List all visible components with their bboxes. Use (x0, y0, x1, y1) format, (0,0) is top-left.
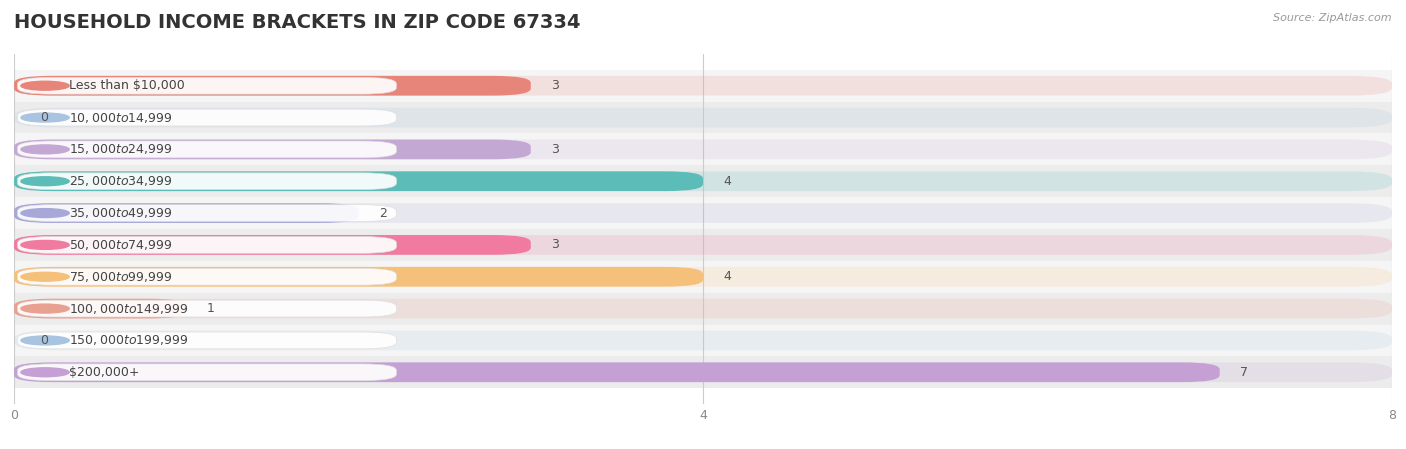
Circle shape (21, 368, 69, 377)
Circle shape (21, 113, 69, 122)
Circle shape (21, 177, 69, 186)
Text: $25,000 to $34,999: $25,000 to $34,999 (69, 174, 173, 188)
Text: $100,000 to $149,999: $100,000 to $149,999 (69, 302, 188, 316)
Bar (14, 70, 1392, 101)
FancyBboxPatch shape (17, 205, 396, 221)
Text: Source: ZipAtlas.com: Source: ZipAtlas.com (1274, 13, 1392, 23)
FancyBboxPatch shape (14, 76, 531, 96)
FancyBboxPatch shape (14, 267, 703, 286)
FancyBboxPatch shape (14, 140, 1392, 159)
Text: $150,000 to $199,999: $150,000 to $199,999 (69, 334, 188, 348)
FancyBboxPatch shape (14, 299, 1392, 318)
Text: $75,000 to $99,999: $75,000 to $99,999 (69, 270, 173, 284)
FancyBboxPatch shape (14, 172, 703, 191)
FancyBboxPatch shape (14, 172, 1392, 191)
Text: 0: 0 (39, 334, 48, 347)
FancyBboxPatch shape (17, 269, 396, 285)
Circle shape (21, 336, 69, 345)
Bar (14, 261, 1392, 293)
FancyBboxPatch shape (14, 362, 1219, 382)
FancyBboxPatch shape (14, 203, 359, 223)
Text: 1: 1 (207, 302, 215, 315)
Bar (14, 133, 1392, 165)
Text: $35,000 to $49,999: $35,000 to $49,999 (69, 206, 173, 220)
Circle shape (21, 145, 69, 154)
Bar (14, 165, 1392, 197)
FancyBboxPatch shape (14, 299, 186, 318)
Bar (14, 325, 1392, 357)
FancyBboxPatch shape (17, 109, 396, 126)
Text: $15,000 to $24,999: $15,000 to $24,999 (69, 142, 173, 156)
Circle shape (21, 304, 69, 313)
FancyBboxPatch shape (17, 237, 396, 253)
Bar (14, 357, 1392, 388)
Text: Less than $10,000: Less than $10,000 (69, 79, 186, 92)
Text: 3: 3 (551, 143, 560, 156)
FancyBboxPatch shape (14, 140, 531, 159)
Bar (14, 101, 1392, 133)
Circle shape (21, 81, 69, 90)
FancyBboxPatch shape (17, 300, 396, 317)
Bar (14, 197, 1392, 229)
FancyBboxPatch shape (14, 76, 1392, 96)
Text: HOUSEHOLD INCOME BRACKETS IN ZIP CODE 67334: HOUSEHOLD INCOME BRACKETS IN ZIP CODE 67… (14, 13, 581, 32)
FancyBboxPatch shape (14, 235, 531, 255)
FancyBboxPatch shape (14, 362, 1392, 382)
FancyBboxPatch shape (14, 267, 1392, 286)
Text: $10,000 to $14,999: $10,000 to $14,999 (69, 110, 173, 124)
Text: 0: 0 (39, 111, 48, 124)
Text: 2: 2 (380, 207, 387, 220)
Text: 4: 4 (724, 175, 731, 188)
FancyBboxPatch shape (14, 330, 1392, 350)
FancyBboxPatch shape (17, 364, 396, 381)
Circle shape (21, 241, 69, 249)
Text: 3: 3 (551, 79, 560, 92)
FancyBboxPatch shape (14, 203, 1392, 223)
Text: 7: 7 (1240, 366, 1249, 379)
FancyBboxPatch shape (17, 77, 396, 94)
Text: $50,000 to $74,999: $50,000 to $74,999 (69, 238, 173, 252)
FancyBboxPatch shape (17, 173, 396, 189)
Circle shape (21, 272, 69, 281)
FancyBboxPatch shape (17, 141, 396, 158)
Text: 4: 4 (724, 270, 731, 283)
Circle shape (21, 209, 69, 217)
FancyBboxPatch shape (14, 108, 1392, 128)
Bar (14, 293, 1392, 325)
Text: $200,000+: $200,000+ (69, 366, 139, 379)
FancyBboxPatch shape (17, 332, 396, 349)
FancyBboxPatch shape (14, 235, 1392, 255)
Text: 3: 3 (551, 238, 560, 251)
Bar (14, 229, 1392, 261)
